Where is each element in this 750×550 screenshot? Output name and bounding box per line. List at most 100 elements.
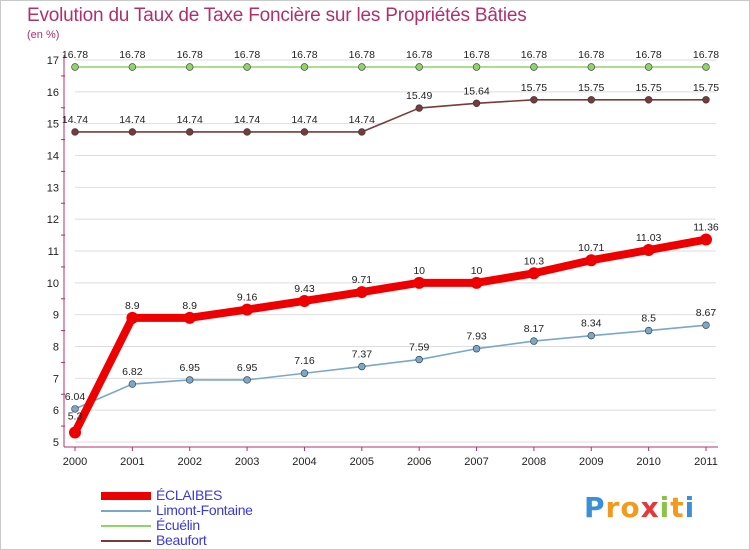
- legend-label: ÉCLAIBES: [156, 487, 223, 503]
- y-tick-label: 12: [47, 214, 59, 226]
- data-point: [243, 63, 251, 71]
- data-point: [527, 267, 540, 280]
- y-tick-label: 7: [53, 373, 59, 385]
- data-label-layer: 5.3 8.9 8.9 9.16 9.43 9.71 10 10 10.3 10.71 11.03 1…: [62, 49, 719, 422]
- data-label: 8.9: [125, 300, 140, 312]
- data-point: [472, 345, 481, 353]
- series-line-1: [74, 324, 707, 410]
- data-label: 16.78: [463, 49, 489, 61]
- data-point: [642, 244, 655, 257]
- data-label: 7.59: [409, 342, 430, 354]
- data-point: [530, 96, 538, 104]
- data-point: [702, 321, 710, 329]
- data-label: 8.17: [524, 323, 545, 335]
- data-point: [128, 63, 137, 71]
- proxiti-logo: Proxiti: [584, 491, 695, 524]
- data-point: [300, 369, 309, 377]
- series-line-3: [74, 98, 707, 133]
- data-label: 16.78: [291, 49, 317, 61]
- x-tick-label: 2003: [235, 456, 259, 468]
- data-label: 15.75: [635, 82, 661, 94]
- data-label: 16.78: [635, 49, 661, 61]
- data-point: [415, 104, 423, 112]
- legend-label: Limont-Fontaine: [156, 502, 253, 518]
- x-tick-label: 2011: [694, 456, 718, 468]
- data-label: 11.03: [636, 232, 662, 244]
- logo-letter: i: [684, 491, 696, 524]
- data-label: 6.82: [122, 366, 143, 378]
- data-label: 7.93: [466, 331, 487, 343]
- y-tick-label: 13: [47, 182, 59, 194]
- data-point: [355, 286, 368, 299]
- y-tick-label: 17: [47, 55, 59, 67]
- data-point: [472, 63, 481, 71]
- legend-item: Écuélin: [101, 517, 321, 533]
- data-point: [186, 376, 194, 384]
- chart-title: Evolution du Taux de Taxe Foncière sur l…: [27, 5, 527, 26]
- data-point: [126, 311, 139, 324]
- data-label: 16.78: [177, 49, 203, 61]
- logo-letter: t: [670, 491, 685, 524]
- data-label: 7.16: [294, 355, 315, 367]
- data-point: [69, 426, 81, 439]
- logo-letter: r: [605, 491, 621, 524]
- data-label: 6.95: [237, 362, 258, 374]
- legend-label: Beaufort: [156, 532, 207, 548]
- legend-swatch: [101, 510, 151, 512]
- data-point: [587, 331, 595, 340]
- data-point: [128, 128, 137, 136]
- x-tick-label: 2004: [292, 456, 316, 468]
- data-label: 8.5: [641, 313, 656, 325]
- data-point: [358, 362, 366, 371]
- data-label: 14.74: [349, 114, 375, 126]
- x-tick-label: 2006: [407, 456, 431, 468]
- x-tick-label: 2007: [464, 456, 488, 468]
- data-label: 14.74: [177, 114, 203, 126]
- data-label: 15.64: [463, 85, 489, 97]
- data-point: [186, 63, 194, 71]
- data-point: [585, 254, 598, 267]
- data-point: [702, 63, 710, 71]
- y-tick-label: 10: [47, 278, 59, 290]
- data-point: [358, 63, 366, 71]
- data-point: [587, 96, 595, 104]
- data-point: [71, 128, 79, 136]
- data-point: [243, 376, 251, 384]
- data-label: 16.78: [234, 49, 260, 61]
- legend: ÉCLAIBES Limont-Fontaine Écuélin Beaufort: [101, 487, 321, 548]
- data-point: [415, 63, 423, 71]
- y-tick-label: 16: [47, 87, 59, 99]
- data-point: [644, 63, 653, 71]
- x-tick-label: 2008: [522, 456, 546, 468]
- grid: [75, 59, 716, 443]
- data-label: 7.37: [352, 349, 373, 361]
- logo-letter: i: [659, 491, 671, 524]
- legend-swatch: [101, 492, 151, 500]
- data-point: [241, 303, 254, 316]
- data-label: 14.74: [234, 114, 260, 126]
- data-label: 10.3: [524, 255, 545, 267]
- x-tick-label: 2001: [120, 456, 144, 468]
- data-point: [300, 63, 309, 71]
- data-point: [587, 63, 595, 71]
- data-label: 15.75: [521, 82, 547, 94]
- logo-letter: o: [620, 491, 641, 524]
- legend-swatch: [101, 540, 151, 542]
- data-point: [644, 326, 653, 335]
- data-point: [243, 128, 251, 136]
- axes: 5 6 7 8 9 10 11 12 13 14 15 16 17 2000 2001 2002 2003 200…: [47, 55, 718, 468]
- data-point: [71, 405, 79, 413]
- data-point: [530, 337, 538, 345]
- logo-letter: P: [584, 491, 606, 524]
- data-point: [700, 233, 712, 246]
- data-label: 16.78: [349, 49, 375, 61]
- y-tick-label: 6: [53, 405, 59, 417]
- data-point: [472, 99, 481, 107]
- series-layer: [69, 63, 712, 439]
- data-label: 14.74: [62, 114, 88, 126]
- x-tick-label: 2010: [636, 456, 660, 468]
- data-label: 14.74: [119, 114, 145, 126]
- data-label: 8.34: [581, 318, 602, 330]
- data-point: [644, 96, 653, 104]
- data-label: 16.78: [521, 49, 547, 61]
